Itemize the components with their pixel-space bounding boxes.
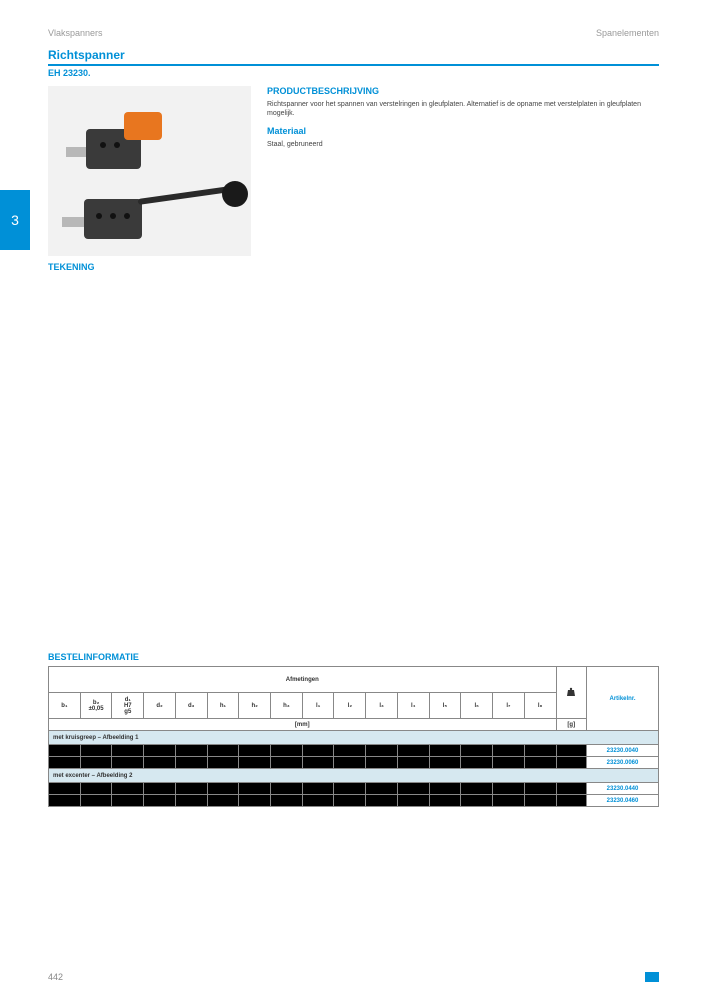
- product-title: Richtspanner: [48, 48, 659, 62]
- col-d2: d₂: [144, 693, 176, 719]
- brand-logo-icon: [645, 972, 659, 982]
- col-h1: h₁: [207, 693, 239, 719]
- col-h2: h₂: [239, 693, 271, 719]
- weight-header: [556, 667, 587, 719]
- col-l5: l₅: [429, 693, 461, 719]
- description-heading: PRODUCTBESCHRIJVING: [267, 86, 659, 96]
- dim-header: Afmetingen: [49, 667, 557, 693]
- product-code: EH 23230.: [48, 68, 659, 78]
- col-d3: d₃: [175, 693, 207, 719]
- unit-mm: [mm]: [49, 719, 557, 731]
- article-header: Artikelnr.: [587, 667, 659, 731]
- table-row: 23230.0060: [49, 757, 659, 769]
- page-header: Vlakspanners Spanelementen: [48, 28, 659, 38]
- article-link[interactable]: 23230.0440: [607, 786, 639, 792]
- page-number: 442: [48, 972, 63, 982]
- group2: met excenter – Afbeelding 2: [49, 769, 659, 783]
- weight-icon: [566, 687, 576, 697]
- table-row: 23230.0040: [49, 745, 659, 757]
- col-h3: h₃: [271, 693, 303, 719]
- drawing-heading: TEKENING: [48, 262, 659, 272]
- col-b1: b₁: [49, 693, 81, 719]
- col-l8: l₈: [524, 693, 556, 719]
- col-l3: l₃: [366, 693, 398, 719]
- table-row: 23230.0460: [49, 795, 659, 807]
- col-l7: l₇: [493, 693, 525, 719]
- page-footer: 442: [48, 972, 659, 982]
- header-left: Vlakspanners: [48, 28, 103, 38]
- col-l1: l₁: [302, 693, 334, 719]
- material-heading: Materiaal: [267, 126, 659, 136]
- description-text: Richtspanner voor het spannen van verste…: [267, 100, 659, 118]
- col-l2: l₂: [334, 693, 366, 719]
- header-right: Spanelementen: [596, 28, 659, 38]
- article-link[interactable]: 23230.0040: [607, 748, 639, 754]
- col-b2: b₂ ±0,05: [80, 693, 112, 719]
- table-row: 23230.0440: [49, 783, 659, 795]
- group1: met kruisgreep – Afbeelding 1: [49, 731, 659, 745]
- order-heading: BESTELINFORMATIE: [48, 652, 659, 662]
- technical-drawing-area: [48, 276, 659, 636]
- unit-g: [g]: [556, 719, 587, 731]
- title-bar: Richtspanner: [48, 48, 659, 66]
- col-l4: l₄: [397, 693, 429, 719]
- col-d1: d₁ H7 g5: [112, 693, 144, 719]
- article-link[interactable]: 23230.0460: [607, 798, 639, 804]
- product-image: [48, 86, 251, 256]
- article-link[interactable]: 23230.0060: [607, 760, 639, 766]
- order-table: Afmetingen Artikelnr. b₁ b₂ ±0,05 d₁ H7 …: [48, 666, 659, 807]
- col-l6: l₆: [461, 693, 493, 719]
- material-text: Staal, gebruneerd: [267, 140, 659, 149]
